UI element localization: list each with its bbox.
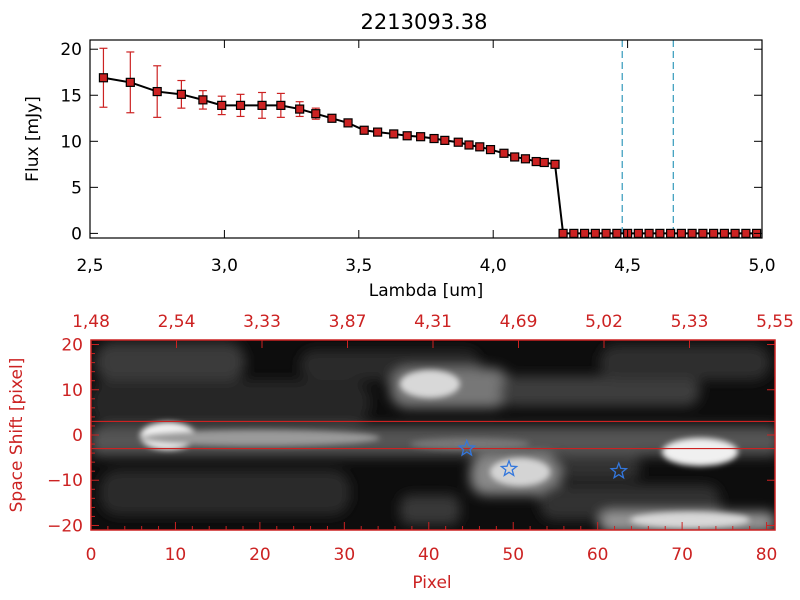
shift-tick-label-2: 0 <box>72 426 83 446</box>
data-point-14 <box>373 127 383 137</box>
data-point-37 <box>633 228 643 238</box>
data-point-28 <box>539 157 549 168</box>
data-point-7 <box>257 100 267 110</box>
data-point-39 <box>655 228 665 238</box>
data-point-46 <box>730 228 740 238</box>
heatmap-image <box>91 340 775 530</box>
data-point-43 <box>698 228 708 238</box>
data-point-2 <box>152 86 162 97</box>
y-tick-label-1: 5 <box>71 178 82 198</box>
data-point-27 <box>531 156 541 167</box>
pixel-tick-label-8: 80 <box>756 545 778 565</box>
data-point-6 <box>235 100 246 110</box>
flux-chart: 2213093.38 2,5 3,0 3,5 4,0 4,5 5,0 0 5 10 15 20 L… <box>23 10 776 301</box>
pixel-tick-label-3: 30 <box>334 545 356 565</box>
wavelength-tick-label-7: 5,33 <box>671 312 709 332</box>
data-point-15 <box>389 129 399 139</box>
data-point-16 <box>402 131 412 141</box>
data-point-3 <box>176 89 186 99</box>
pixel-tick-label-1: 10 <box>165 545 187 565</box>
data-point-32 <box>579 228 590 238</box>
data-point-24 <box>499 148 509 158</box>
data-point-18 <box>429 133 439 144</box>
shift-tick-label-4: −20 <box>47 516 83 536</box>
wavelength-tick-label-1: 2,54 <box>158 312 196 332</box>
wavelength-tick-label-6: 5,02 <box>585 312 623 332</box>
data-point-19 <box>440 135 450 145</box>
data-point-38 <box>644 228 654 238</box>
pixel-tick-label-0: 0 <box>86 545 97 565</box>
pixel-tick-label-5: 50 <box>502 545 524 565</box>
data-point-20 <box>453 137 463 147</box>
space-shift-axis-label: Space Shift [pixel] <box>7 358 27 513</box>
top-plot-frame <box>89 39 763 239</box>
data-point-31 <box>569 228 579 238</box>
y-tick-label-3: 15 <box>60 86 82 106</box>
wavelength-tick-label-3: 3,87 <box>329 312 367 332</box>
data-point-42 <box>687 228 697 238</box>
data-point-21 <box>464 140 474 150</box>
y-tick-label-0: 0 <box>71 224 82 244</box>
x-tick-label-0: 2,5 <box>76 256 103 276</box>
data-point-10 <box>311 109 321 119</box>
data-point-1 <box>125 77 135 87</box>
star-marker-0 <box>457 438 477 457</box>
pixel-tick-label-2: 20 <box>249 545 271 565</box>
shift-tick-label-0: 20 <box>61 336 83 356</box>
data-point-33 <box>590 228 600 238</box>
data-point-34 <box>601 228 611 238</box>
wavelength-tick-label-8: 5,55 <box>756 312 794 332</box>
data-point-44 <box>709 228 719 238</box>
shift-tick-label-1: 10 <box>61 381 83 401</box>
x-axis-label: Lambda [um] <box>369 281 483 301</box>
data-point-8 <box>276 100 286 110</box>
data-point-12 <box>343 118 353 128</box>
y-tick-label-2: 10 <box>60 132 82 152</box>
y-axis-label: Flux [mJy] <box>23 96 43 182</box>
data-point-29 <box>550 159 560 169</box>
pixel-tick-label-6: 60 <box>587 545 609 565</box>
data-point-22 <box>475 142 485 152</box>
x-tick-label-3: 4,0 <box>480 256 507 276</box>
data-point-0 <box>98 73 109 83</box>
y-tick-label-4: 20 <box>60 40 82 60</box>
spectrum-image-panel: 0 10 20 30 40 50 60 70 80 1,48 2,54 3,33 3,87 4,31 4,6… <box>7 312 794 593</box>
data-point-9 <box>295 104 305 114</box>
x-tick-label-2: 3,5 <box>345 256 372 276</box>
star-marker-1 <box>499 459 519 477</box>
star-marker-2 <box>609 461 629 480</box>
data-point-40 <box>666 228 676 238</box>
wavelength-tick-label-4: 4,31 <box>414 312 452 332</box>
data-point-23 <box>485 144 496 155</box>
wavelength-tick-label-0: 1,48 <box>72 312 110 332</box>
data-point-26 <box>520 154 531 164</box>
data-point-41 <box>676 228 686 238</box>
data-point-47 <box>741 228 751 238</box>
wavelength-tick-label-5: 4,69 <box>500 312 538 332</box>
data-point-5 <box>217 100 227 110</box>
data-point-13 <box>359 125 369 135</box>
data-point-25 <box>510 152 520 162</box>
x-tick-label-1: 3,0 <box>211 256 238 276</box>
data-point-30 <box>558 228 568 238</box>
data-point-35 <box>612 228 622 238</box>
data-point-17 <box>416 132 426 142</box>
chart-title: 2213093.38 <box>361 10 488 34</box>
wavelength-tick-label-2: 3,33 <box>243 312 281 332</box>
x-tick-label-5: 5,0 <box>748 256 775 276</box>
pixel-axis-label: Pixel <box>412 573 451 593</box>
pixel-tick-label-4: 40 <box>418 545 440 565</box>
data-point-45 <box>719 228 729 238</box>
x-tick-label-4: 4,5 <box>614 256 641 276</box>
data-point-4 <box>198 95 208 105</box>
data-point-11 <box>327 113 337 123</box>
shift-tick-label-3: −10 <box>47 471 83 491</box>
pixel-tick-label-7: 70 <box>671 545 693 565</box>
